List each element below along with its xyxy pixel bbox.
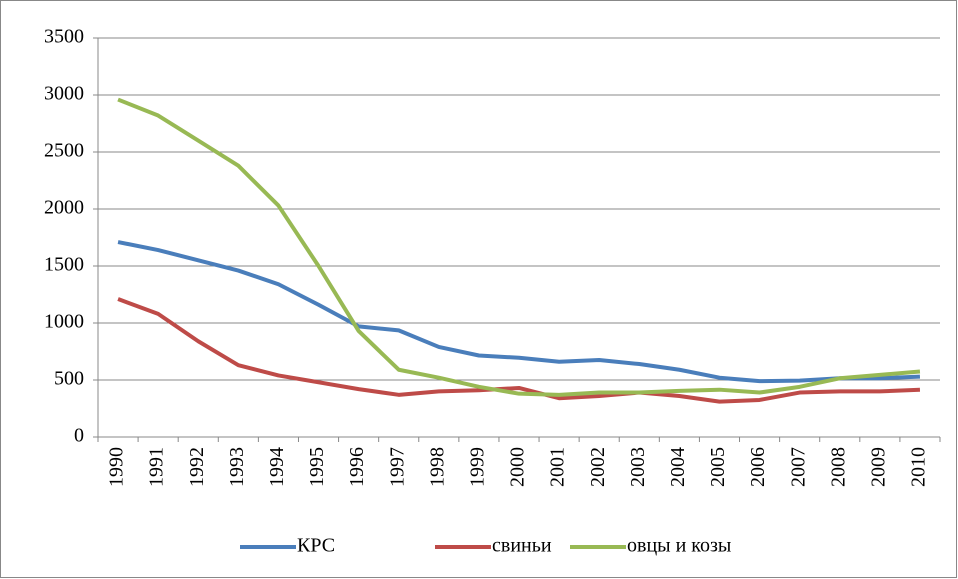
series-line <box>117 240 921 384</box>
x-tick-label: 2007 <box>787 447 809 487</box>
x-tick-label: 1992 <box>186 447 208 487</box>
x-tick-label: 2006 <box>747 447 769 487</box>
legend-label: свиньи <box>492 535 552 557</box>
x-tick-label: 2003 <box>627 447 649 487</box>
x-tick-label: 2001 <box>547 447 569 487</box>
y-tick-label: 0 <box>74 425 84 447</box>
x-tick-label: 1995 <box>306 447 328 487</box>
y-tick-label: 2500 <box>44 140 84 162</box>
x-tick-label: 2008 <box>827 447 849 487</box>
y-tick-label: 1000 <box>44 311 84 333</box>
x-tick-label: 1996 <box>346 447 368 487</box>
x-tick-label: 2009 <box>867 447 889 487</box>
x-tick-label: 2000 <box>507 447 529 487</box>
legend-label: КРС <box>297 535 335 557</box>
x-tick-label: 1997 <box>386 447 408 487</box>
y-tick-label: 3500 <box>44 26 84 48</box>
y-tick-label: 3000 <box>44 83 84 105</box>
x-tick-label: 1990 <box>106 447 128 487</box>
x-tick-label: 1994 <box>266 447 288 487</box>
x-tick-label: 2002 <box>587 447 609 487</box>
y-tick-label: 2000 <box>44 197 84 219</box>
x-tick-label: 1999 <box>466 447 488 487</box>
legend-label: овцы и козы <box>627 535 731 557</box>
x-tick-label: 2004 <box>667 447 689 487</box>
x-tick-label: 2005 <box>707 447 729 487</box>
series-line <box>117 297 921 404</box>
series-line <box>117 97 921 397</box>
x-tick-label: 1993 <box>226 447 248 487</box>
x-tick-label: 1991 <box>146 447 168 487</box>
y-tick-label: 500 <box>54 368 84 390</box>
y-tick-label: 1500 <box>44 254 84 276</box>
x-tick-label: 2010 <box>908 447 930 487</box>
x-tick-label: 1998 <box>426 447 448 487</box>
